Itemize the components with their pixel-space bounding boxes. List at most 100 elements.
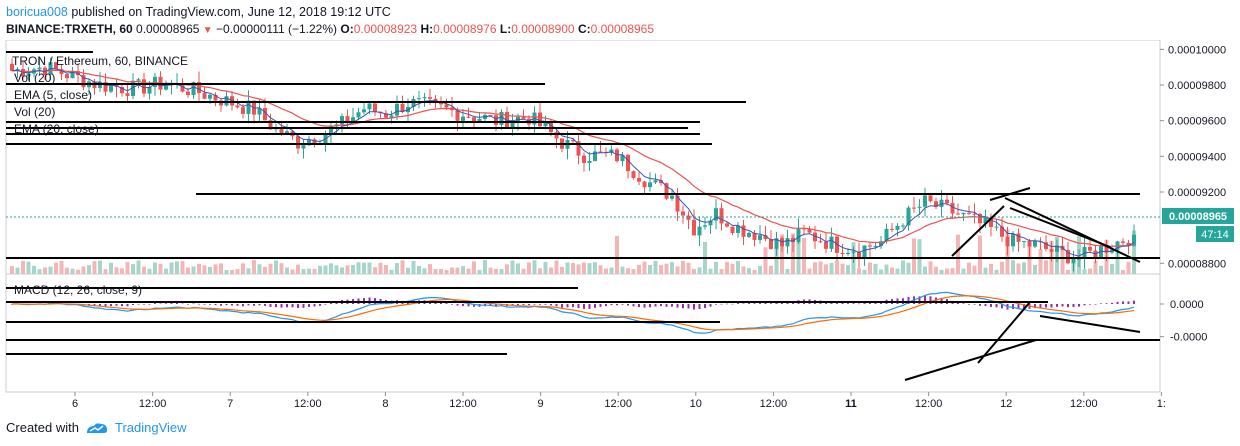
volume-bar: [785, 269, 790, 274]
macd-hist-bar: [1056, 304, 1058, 307]
volume-bar: [1044, 260, 1048, 274]
volume-bar: [362, 262, 366, 274]
candle: [950, 195, 955, 220]
macd-hist-bar: [198, 303, 200, 305]
volume-bar: [1060, 245, 1065, 274]
volume-bar: [824, 264, 828, 274]
ema20-line: [11, 69, 1135, 248]
macd-hist-bar: [143, 304, 145, 305]
volume-bar: [604, 268, 608, 274]
macd-hist-bar: [935, 297, 937, 304]
macd-hist-bar: [1105, 303, 1108, 304]
macd-pane[interactable]: [5, 273, 1161, 393]
macd-hist-bar: [638, 304, 640, 308]
volume-bar: [978, 235, 982, 274]
macd-hist-bar: [753, 303, 756, 304]
macd-hist-bar: [715, 304, 717, 305]
macd-hist-bar: [269, 304, 272, 307]
volume-bar: [653, 260, 658, 274]
macd-hist-bar: [286, 304, 288, 308]
countdown-text: 47:14: [1201, 229, 1229, 241]
volume-bar: [499, 269, 504, 274]
volume-bar: [989, 263, 993, 274]
volume-bar: [659, 265, 663, 274]
time-tick-label: 12:00: [139, 398, 167, 410]
macd-hist-bar: [533, 304, 536, 305]
macd-hist-bar: [907, 296, 910, 304]
volume-bar: [279, 263, 284, 274]
candle: [576, 135, 581, 165]
price-axis[interactable]: 0.00010000 0.00009800 0.00009600 0.00009400…: [1160, 44, 1226, 270]
macd-hist-bar: [731, 303, 734, 305]
candle: [934, 197, 938, 210]
volume-bar: [175, 261, 179, 274]
volume-bar: [285, 267, 289, 274]
candle: [131, 73, 135, 99]
volume-bar: [763, 247, 768, 274]
volume-bar: [114, 267, 119, 274]
macd-hist-bar: [605, 304, 607, 307]
macd-hist-bar: [704, 304, 706, 309]
macd-hist-bar: [258, 304, 261, 306]
volume-bar: [868, 262, 872, 274]
volume-bar: [571, 262, 575, 274]
volume-bar: [296, 264, 300, 274]
time-tick-label: 11: [845, 398, 857, 410]
volume-bar: [202, 265, 207, 274]
macd-hist-bar: [121, 304, 123, 307]
candle: [1000, 217, 1004, 242]
candle: [895, 223, 900, 237]
volume-bar: [956, 234, 960, 274]
candle: [906, 205, 911, 231]
volume-bar: [444, 269, 449, 274]
price-tick-label: 0.00008800: [1168, 258, 1226, 270]
time-tick-label: 10: [690, 398, 702, 410]
candle: [802, 224, 806, 236]
volume-bar: [351, 265, 355, 274]
macd-hist-bar: [165, 303, 167, 304]
volume-bar: [747, 268, 751, 274]
macd-hist-bar: [1078, 304, 1080, 307]
volume-bar: [125, 262, 130, 274]
candle: [796, 218, 801, 245]
candle: [714, 199, 718, 230]
macd-hist-bar: [924, 295, 926, 304]
macd-hist-bar: [610, 304, 613, 306]
volume-bar: [373, 267, 377, 274]
time-axis[interactable]: 6 12:00 7 12:00 8 12:00 9 12:00 10 12:00 11 12:00 12…: [72, 392, 1166, 410]
macd-axis[interactable]: 0.0000 -0.0000: [1160, 299, 1207, 344]
macd-hist-bar: [517, 304, 519, 306]
macd-hist-bar: [264, 304, 266, 306]
volume-bar: [186, 267, 190, 274]
macd-hist-bar: [330, 302, 332, 304]
volume-bar: [983, 267, 988, 274]
candle: [466, 107, 471, 119]
volume-bar: [901, 260, 905, 274]
macd-hist-bar: [968, 304, 970, 305]
publish-header: boricua008 published on TradingView.com,…: [6, 3, 391, 22]
publisher-username[interactable]: boricua008: [6, 5, 68, 19]
macd-hist-bar: [368, 297, 371, 304]
macd-hist-bar: [759, 302, 761, 304]
volume-bar: [675, 266, 680, 274]
volume-bar: [934, 266, 938, 274]
volume-bar: [620, 266, 625, 274]
volume-bar: [103, 269, 108, 274]
volume-bar: [400, 260, 405, 274]
macd-hist-bar: [594, 304, 596, 308]
volume-bar: [945, 268, 949, 274]
volume-bar: [153, 262, 157, 274]
candle: [1005, 226, 1010, 256]
macd-hist-bar: [220, 304, 222, 306]
macd-hist-bar: [583, 304, 585, 309]
volume-bar: [939, 269, 944, 274]
tradingview-brand-link[interactable]: TradingView: [114, 420, 187, 435]
macd-hist-bar: [572, 304, 574, 308]
volume-bar: [890, 267, 894, 274]
volume-bar: [257, 264, 262, 274]
chart-area[interactable]: TRON / Ethereum, 60, BINANCE Vol (20) EM…: [0, 40, 1240, 418]
drawn-lines[interactable]: [6, 51, 1160, 381]
candle: [719, 202, 724, 231]
volume-bar: [455, 267, 460, 274]
macd-hist-bar: [616, 304, 618, 306]
